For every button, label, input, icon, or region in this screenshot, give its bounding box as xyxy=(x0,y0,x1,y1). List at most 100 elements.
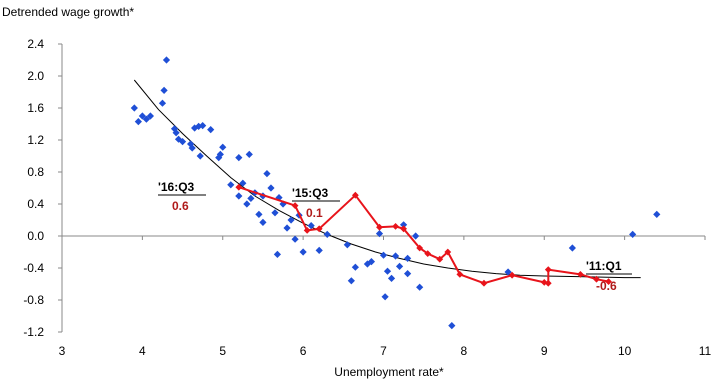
scatter-point xyxy=(391,252,400,260)
x-tick-label: 5 xyxy=(219,344,226,358)
scatter-point xyxy=(375,230,384,238)
scatter-point xyxy=(315,246,323,254)
y-tick-label: -0.8 xyxy=(23,293,44,307)
scatter-point xyxy=(130,104,138,112)
path-point xyxy=(235,183,243,191)
x-tick-label: 3 xyxy=(59,344,66,358)
annotation-value: 0.6 xyxy=(172,199,189,213)
y-tick-label: 0.8 xyxy=(27,165,44,179)
y-axis-title: Detrended wage growth* xyxy=(2,5,134,19)
scatter-point xyxy=(243,200,251,208)
path-point xyxy=(392,223,399,230)
annotation-value: -0.6 xyxy=(596,279,617,293)
scatter-point xyxy=(412,232,420,240)
path-point xyxy=(376,223,383,231)
scatter-layer xyxy=(130,56,661,330)
scatter-point xyxy=(227,181,235,189)
path-line xyxy=(238,186,609,285)
scatter-point xyxy=(219,143,227,151)
scatter-point xyxy=(158,99,167,107)
path-point xyxy=(400,225,407,233)
scatter-point xyxy=(146,112,155,120)
scatter-point xyxy=(259,218,267,226)
fit-curve xyxy=(133,79,641,279)
scatter-point xyxy=(271,209,279,217)
path-layer xyxy=(235,183,612,287)
path-point xyxy=(416,244,424,252)
scatter-point xyxy=(267,184,275,192)
scatter-point xyxy=(448,322,456,330)
scatter-point xyxy=(395,262,404,270)
x-axis-title: Unemployment rate* xyxy=(334,365,444,379)
scatter-point xyxy=(629,230,637,238)
scatter-point xyxy=(178,138,187,146)
annotation-label: '11:Q1 xyxy=(586,259,622,273)
scatter-point xyxy=(351,263,359,271)
scatter-point xyxy=(323,230,331,238)
x-tick-label: 9 xyxy=(541,344,548,358)
scatter-point xyxy=(138,112,146,120)
annotation-value: 0.1 xyxy=(306,206,323,220)
scatter-point xyxy=(287,216,295,224)
scatter-point xyxy=(381,293,389,301)
x-tick-label: 11 xyxy=(699,344,712,358)
scatter-point xyxy=(255,210,263,218)
scatter-point xyxy=(504,268,512,276)
path-point xyxy=(605,278,612,285)
path-point xyxy=(436,255,444,263)
scatter-point xyxy=(283,224,291,232)
scatter-point xyxy=(188,144,196,152)
path-point xyxy=(593,275,600,283)
scatter-point xyxy=(162,56,171,64)
path-point xyxy=(456,271,464,278)
scatter-point xyxy=(199,122,207,130)
scatter-point xyxy=(343,241,351,249)
x-tick-label: 8 xyxy=(461,344,468,358)
scatter-point xyxy=(291,235,299,243)
path-point xyxy=(303,227,311,234)
y-tick-label: -0.4 xyxy=(23,261,44,275)
path-point xyxy=(480,279,488,287)
y-tick-label: 2.4 xyxy=(27,37,44,51)
scatter-point xyxy=(216,150,224,158)
x-tick-label: 7 xyxy=(380,344,387,358)
annotation-layer: '16:Q3 0.6 '15:Q3 0.1 '11:Q1 -0.6 xyxy=(158,180,632,293)
axes: -1.2 -0.8 -0.4 0.0 0.4 0.8 1.2 1.6 2.0 2.4 3 4 5 6 7 8 9… xyxy=(23,37,711,358)
scatter-point xyxy=(247,194,255,202)
scatter-point xyxy=(367,258,376,266)
scatter-point xyxy=(134,118,142,126)
scatter-point xyxy=(387,274,396,282)
scatter-point xyxy=(404,270,412,278)
path-point xyxy=(291,202,299,209)
x-tick-label: 6 xyxy=(300,344,307,358)
y-tick-label: 0.0 xyxy=(27,229,44,243)
scatter-point xyxy=(172,129,180,137)
fit-curve-layer xyxy=(133,79,641,279)
path-point xyxy=(544,266,552,273)
scatter-point xyxy=(142,115,150,123)
scatter-point xyxy=(416,283,424,291)
path-point xyxy=(444,248,452,256)
x-tick-label: 4 xyxy=(139,344,146,358)
scatter-point xyxy=(299,248,307,256)
scatter-point xyxy=(263,170,271,178)
y-tick-label: -1.2 xyxy=(23,325,44,339)
scatter-point xyxy=(239,179,247,187)
x-tick-label: 10 xyxy=(618,344,632,358)
path-point xyxy=(315,225,323,233)
scatter-point xyxy=(379,251,388,259)
scatter-point xyxy=(399,221,408,229)
y-tick-label: 2.0 xyxy=(27,69,44,83)
scatter-point xyxy=(568,244,576,252)
scatter-point xyxy=(245,150,253,158)
path-point xyxy=(544,279,552,287)
annotation-label: '16:Q3 xyxy=(158,180,195,194)
scatter-point xyxy=(347,277,355,285)
scatter-point xyxy=(160,86,168,94)
scatter-point xyxy=(207,126,215,134)
path-point xyxy=(424,250,432,257)
scatter-point xyxy=(653,210,661,218)
y-tick-label: 1.2 xyxy=(27,133,44,147)
scatter-point xyxy=(383,267,392,275)
scatter-point xyxy=(196,152,204,160)
